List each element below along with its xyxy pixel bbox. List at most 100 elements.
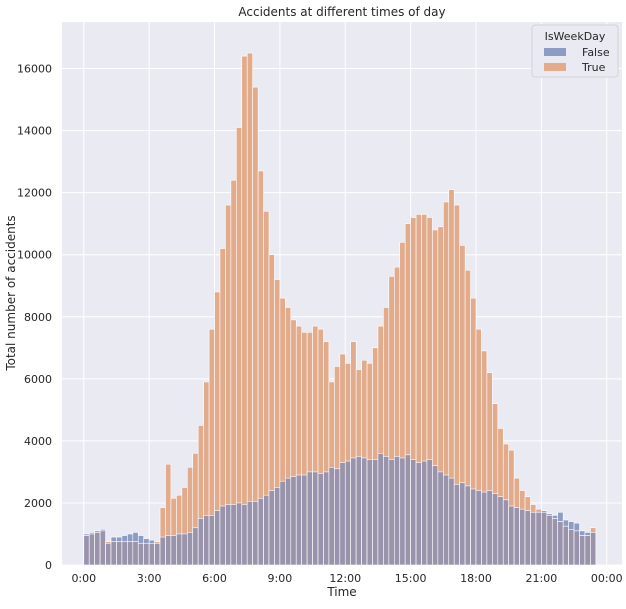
bar-overlap [535, 511, 542, 566]
x-tick-label: 3:00 [137, 572, 162, 585]
y-tick-labels: 0 2000 4000 6000 8000 10000 12000 14000 16000 [17, 63, 52, 572]
bar-overlap [350, 457, 357, 566]
bar-overlap [568, 529, 575, 566]
bar-false [568, 521, 575, 530]
bar-overlap [437, 471, 444, 566]
bar-overlap [415, 462, 422, 566]
bar-false [148, 539, 155, 544]
bar-overlap [530, 511, 537, 566]
bar-overlap [186, 532, 194, 566]
bar-overlap [470, 488, 477, 566]
bar-overlap [524, 510, 531, 566]
bar-overlap [393, 456, 401, 566]
y-axis-label: Total number of accidents [4, 215, 18, 371]
bar-overlap [377, 452, 384, 566]
bar-overlap [519, 508, 526, 566]
bar-true [246, 52, 253, 566]
bar-overlap [328, 466, 335, 566]
x-tick-label: 9:00 [268, 572, 293, 585]
bar-overlap [551, 518, 559, 566]
bar-overlap [448, 477, 455, 566]
bar-overlap [290, 476, 297, 566]
bar-false [127, 533, 134, 543]
bar-overlap [99, 530, 106, 566]
y-tick-label: 8000 [24, 311, 52, 324]
bar-overlap [132, 541, 139, 566]
bar-false [584, 532, 591, 536]
bar-overlap [312, 471, 319, 566]
bar-overlap [94, 532, 101, 566]
bar-overlap [502, 499, 509, 566]
legend-label-false: False [582, 46, 610, 59]
x-axis-label: Time [326, 585, 356, 599]
bar-overlap [148, 542, 155, 566]
bar-overlap [443, 474, 450, 566]
bar-overlap [410, 459, 417, 566]
bar-false [121, 535, 128, 543]
bar-overlap [208, 515, 215, 566]
y-tick-label: 12000 [17, 187, 52, 200]
bar-overlap [154, 542, 161, 566]
x-tick-label: 18:00 [460, 572, 492, 585]
bar-overlap [323, 471, 330, 566]
bar-overlap [355, 456, 362, 566]
x-tick-label: 15:00 [395, 572, 427, 585]
y-tick-label: 2000 [24, 497, 52, 510]
bar-overlap [165, 535, 172, 566]
bar-overlap [590, 532, 597, 566]
bar-overlap [404, 454, 411, 566]
bar-overlap [562, 525, 569, 566]
bar-overlap [230, 504, 237, 566]
legend-swatch-true [544, 63, 566, 71]
y-tick-label: 14000 [17, 125, 52, 138]
bar-false [557, 511, 564, 522]
bar-overlap [127, 541, 134, 566]
bar-overlap [176, 533, 183, 566]
bar-false [562, 519, 569, 527]
bar-overlap [339, 462, 346, 566]
bar-overlap [170, 535, 177, 566]
bar-overlap [361, 457, 368, 566]
bar-overlap [486, 490, 493, 566]
y-tick-label: 10000 [17, 249, 52, 262]
bar-overlap [334, 468, 341, 566]
bar-overlap [285, 477, 292, 566]
bar-overlap [481, 491, 488, 566]
x-tick-labels: 0:00 3:00 6:00 9:00 12:00 15:00 18:00 21:00 00:0… [71, 572, 622, 585]
bar-overlap [579, 535, 586, 566]
bar-overlap [372, 459, 379, 566]
bar-overlap [426, 459, 433, 566]
bar-overlap [513, 507, 520, 566]
legend: IsWeekDay False True [531, 24, 619, 78]
bar-overlap [459, 482, 466, 566]
x-tick-label: 00:00 [591, 572, 623, 585]
bar-overlap [263, 494, 270, 566]
bar-overlap [219, 505, 226, 566]
bar-overlap [241, 504, 248, 566]
bar-overlap [584, 535, 591, 566]
bar-overlap [546, 515, 553, 566]
x-tick-label: 12:00 [329, 572, 361, 585]
bar-false [573, 522, 580, 532]
bar-overlap [137, 542, 145, 566]
bar-overlap [181, 533, 188, 566]
bar-false [137, 535, 145, 544]
bar-false [551, 515, 559, 519]
bar-overlap [83, 535, 90, 566]
bar-overlap [252, 501, 259, 566]
bar-overlap [453, 484, 460, 566]
bar-overlap [88, 533, 95, 566]
bar-overlap [268, 490, 275, 566]
legend-swatch-false [544, 48, 566, 56]
bar-overlap [192, 527, 199, 566]
bar-overlap [383, 456, 390, 566]
bar-false [116, 536, 123, 543]
y-tick-label: 16000 [17, 63, 52, 76]
y-tick-label: 0 [45, 559, 52, 572]
bar-false [579, 530, 586, 536]
bar-overlap [557, 521, 564, 566]
bar-overlap [497, 496, 504, 566]
bars-layer [83, 52, 597, 566]
